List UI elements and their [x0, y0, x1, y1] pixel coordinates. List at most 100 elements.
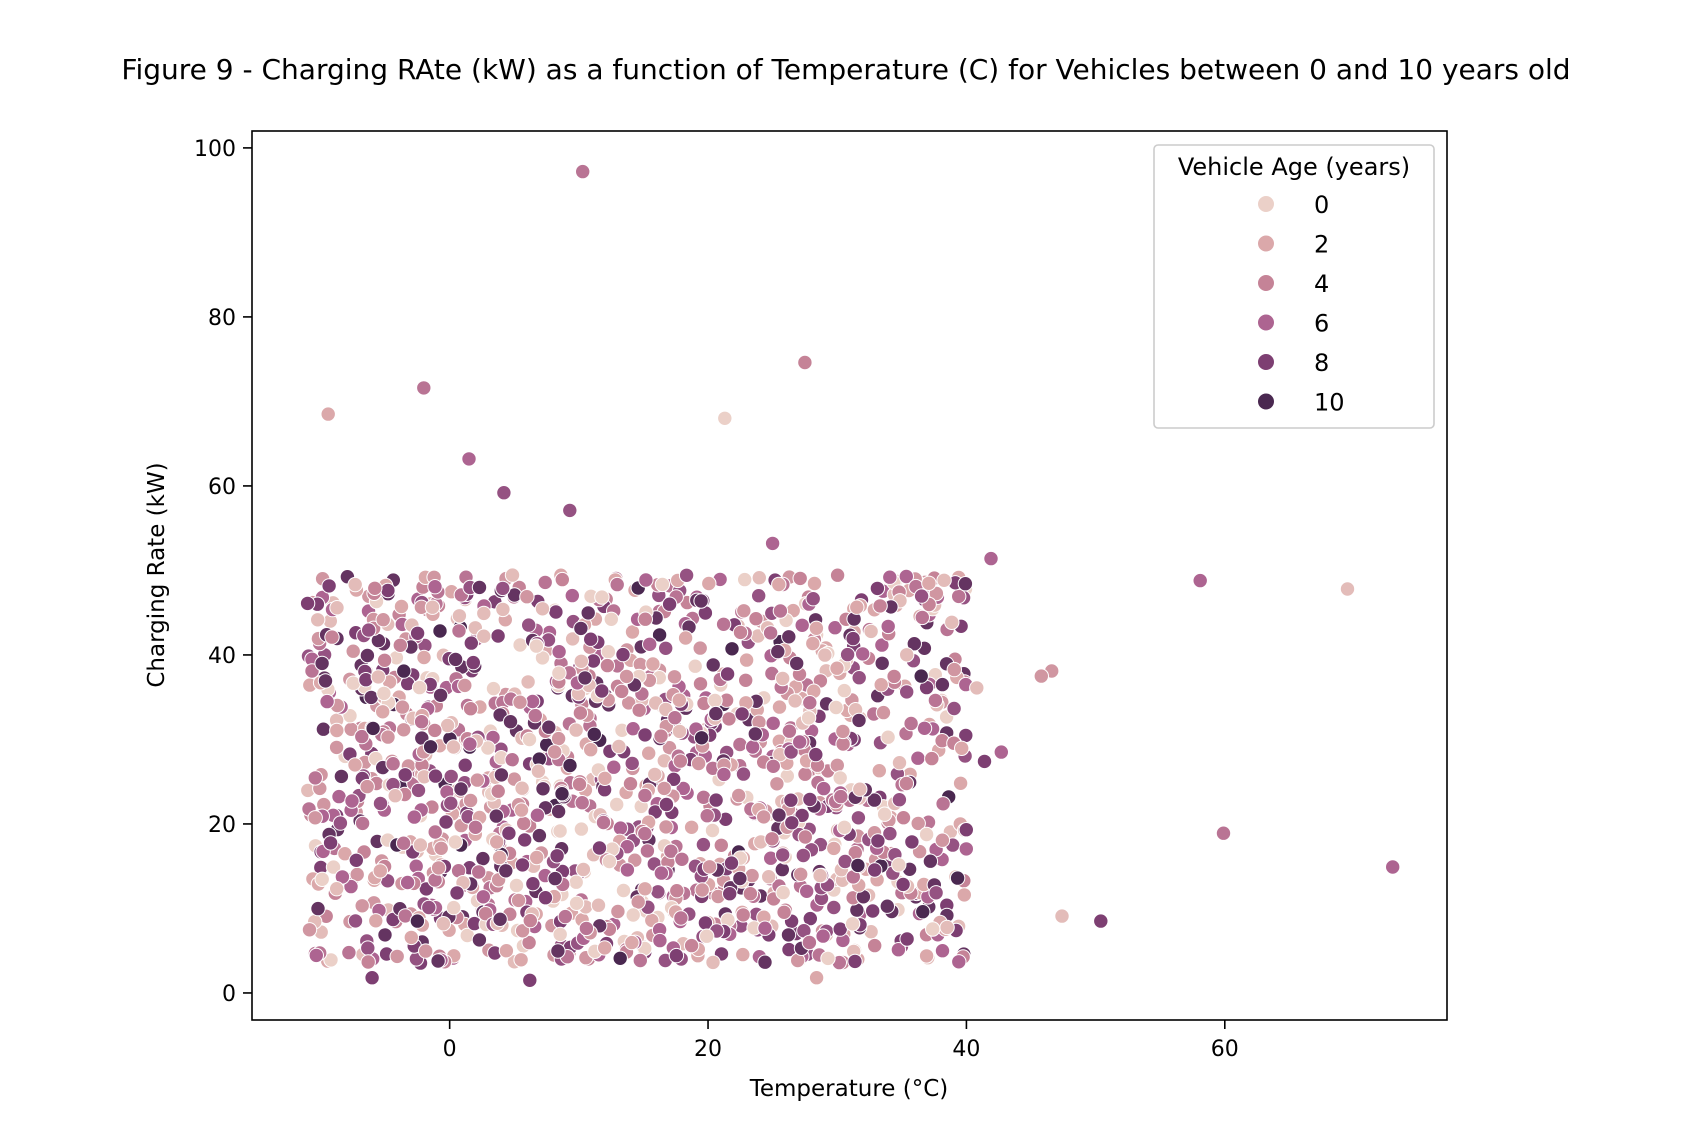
data-point [637, 881, 653, 897]
data-point [519, 589, 535, 605]
data-point [347, 913, 364, 929]
data-point [520, 674, 536, 690]
data-point [363, 689, 379, 706]
data-point [735, 946, 751, 963]
data-point [851, 670, 867, 686]
data-point [451, 623, 467, 639]
data-point [624, 755, 640, 772]
data-point [1093, 913, 1109, 929]
data-point [624, 934, 640, 951]
data-point [792, 734, 808, 750]
data-point [438, 814, 454, 830]
data-point [465, 654, 481, 671]
data-point [906, 636, 922, 652]
data-point [410, 782, 427, 799]
data-point [490, 783, 506, 799]
data-point [583, 631, 599, 647]
data-point [432, 623, 448, 639]
data-point [771, 576, 787, 593]
data-point [732, 624, 749, 641]
data-point [380, 729, 396, 745]
data-point [836, 819, 853, 835]
data-point [439, 717, 456, 734]
data-point [430, 953, 446, 969]
data-point [595, 814, 612, 831]
data-point [904, 834, 920, 850]
data-point [816, 780, 832, 797]
data-point [783, 744, 799, 760]
data-point [747, 726, 763, 742]
data-point [795, 847, 811, 864]
data-point [513, 802, 530, 818]
data-point [1054, 908, 1070, 924]
data-point [490, 628, 506, 644]
data-point [531, 827, 548, 844]
data-point [1215, 825, 1232, 841]
data-point [844, 916, 861, 932]
data-point [677, 630, 694, 646]
data-point [944, 614, 960, 630]
data-point [562, 757, 578, 774]
data-point [427, 579, 443, 595]
data-point [612, 950, 628, 966]
data-point [476, 628, 492, 644]
data-point [449, 885, 465, 901]
data-point [765, 758, 781, 774]
data-point [939, 919, 955, 936]
data-point [792, 570, 808, 587]
data-point [903, 715, 919, 732]
data-point [421, 899, 437, 916]
data-point [802, 791, 818, 808]
legend: Vehicle Age (years) 0 2 4 6 8 10 [1153, 144, 1435, 429]
data-point [872, 598, 888, 614]
data-point [866, 792, 883, 808]
data-point [413, 714, 430, 730]
data-point [618, 668, 635, 685]
data-point [573, 620, 589, 637]
data-point [683, 937, 700, 954]
data-point [477, 906, 494, 922]
legend-label: 10 [1314, 389, 1345, 417]
data-point [658, 819, 674, 835]
data-point [562, 502, 578, 519]
data-point [958, 841, 974, 857]
data-point [475, 850, 491, 867]
data-point [541, 719, 557, 735]
data-point [799, 883, 815, 899]
data-point [344, 793, 360, 809]
data-point [916, 720, 933, 736]
data-point [432, 687, 449, 703]
data-point [345, 643, 361, 659]
data-point [951, 588, 967, 605]
data-point [761, 869, 777, 885]
data-point [550, 803, 567, 820]
data-point [409, 625, 426, 641]
data-point [851, 712, 867, 729]
data-point [737, 571, 753, 588]
data-point [310, 900, 326, 917]
data-point [934, 832, 951, 848]
data-point [695, 789, 712, 805]
data-point [612, 820, 629, 836]
data-point [958, 822, 974, 838]
data-point [480, 740, 496, 756]
data-point [387, 788, 403, 804]
data-point [751, 570, 767, 586]
data-point [433, 840, 449, 856]
data-point [586, 726, 602, 742]
y-tick-label: 20 [208, 813, 236, 838]
data-point [502, 714, 519, 730]
data-point [891, 755, 908, 771]
data-point [615, 882, 632, 899]
data-point [307, 770, 323, 786]
data-point [781, 723, 798, 739]
data-point [935, 796, 951, 812]
data-point [619, 862, 636, 878]
data-point [457, 757, 473, 773]
data-point [886, 668, 902, 685]
data-point [983, 550, 999, 567]
data-point [1033, 668, 1050, 684]
data-point [547, 744, 563, 760]
data-point [789, 655, 805, 672]
